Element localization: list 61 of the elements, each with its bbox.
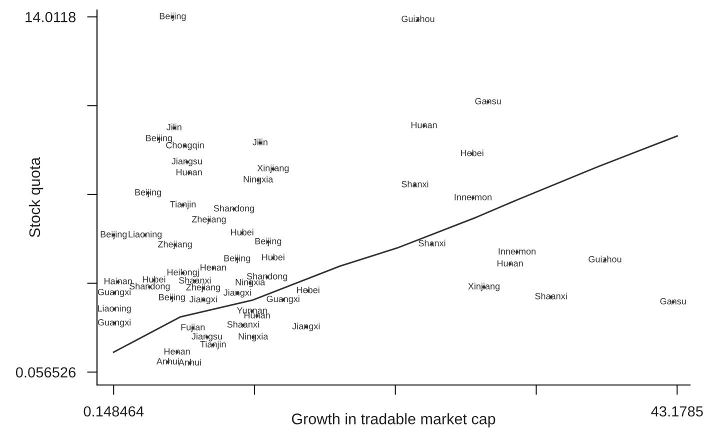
data-label: Gansu [475,98,501,104]
data-label: Guangxi [98,288,130,298]
data-label: Zhejiang [186,284,220,292]
y-axis-title: Stock quota [28,157,44,238]
data-label: Beijing [100,230,127,240]
data-label: Guizhou [588,256,622,262]
data-label: Jiangxi [223,289,251,298]
data-label: Ningxia [244,176,274,184]
data-label: Jiangsu [192,332,222,342]
data-label: Hunan [244,312,270,318]
data-label: Hebei [297,286,320,294]
data-label: Heilongj [167,268,199,278]
data-label: Shanxi [418,240,446,246]
data-label: Guizhou [402,15,434,22]
x-tick-label: 43.1785 [651,406,703,417]
data-label: Jiangxi [189,296,217,304]
data-label: Hainan [104,278,132,284]
data-label: Hunan [176,169,202,176]
x-axis-title: Growth in tradable market cap [292,413,496,428]
data-label: Zhejiang [158,240,192,250]
data-label: Innermon [454,194,492,200]
data-label: Xinjiang [468,282,500,292]
data-label: Beijing [159,294,185,302]
data-label: Tianjin [200,340,226,350]
data-label: Shaanxi [179,276,211,284]
data-label: Jiangxi [292,322,320,332]
data-label: Hebei [461,150,484,156]
y-tick-label: 0.056526 [16,367,76,378]
data-label: Shaanxi [227,320,259,328]
data-label: Liaoning [98,304,131,314]
data-label: Chongqin [166,142,204,150]
data-label: Shanxi [402,180,428,188]
data-label: Hubei [142,276,166,283]
data-label: Guangxi [266,296,300,304]
data-label: Henan [200,264,226,271]
data-label: Henan [164,348,190,355]
data-label: Zhejiang [192,216,226,224]
data-label: Guangxi [98,318,130,328]
data-label: Gansu [660,298,686,304]
data-label: Hunan [497,260,523,266]
data-label: Shaanxi [535,292,567,300]
data-label: Hubei [231,228,254,236]
data-label: Shandong [129,282,170,292]
data-label: Jiangsu [172,158,202,166]
data-label: Yunnan [236,307,267,314]
data-label: Beijing [160,12,186,22]
data-label: Beijing [146,134,172,144]
data-label: Beijing [135,188,162,198]
data-label: Hunan [411,122,437,128]
data-label: Liaoning [128,230,162,240]
data-label: Shandong [214,204,254,214]
y-tick-label: 14.0118 [26,12,76,22]
data-label: Xinjiang [257,164,289,174]
data-label: Fujian [181,324,205,332]
data-label: Ningxia [238,332,268,342]
data-label: Innermon [498,248,536,255]
data-label: Beijing [224,254,250,264]
data-label: Beijing [255,238,282,246]
x-tick-label: 0.148464 [84,406,144,417]
data-label: Tianjin [170,200,196,210]
data-label: Hubei [262,254,284,260]
